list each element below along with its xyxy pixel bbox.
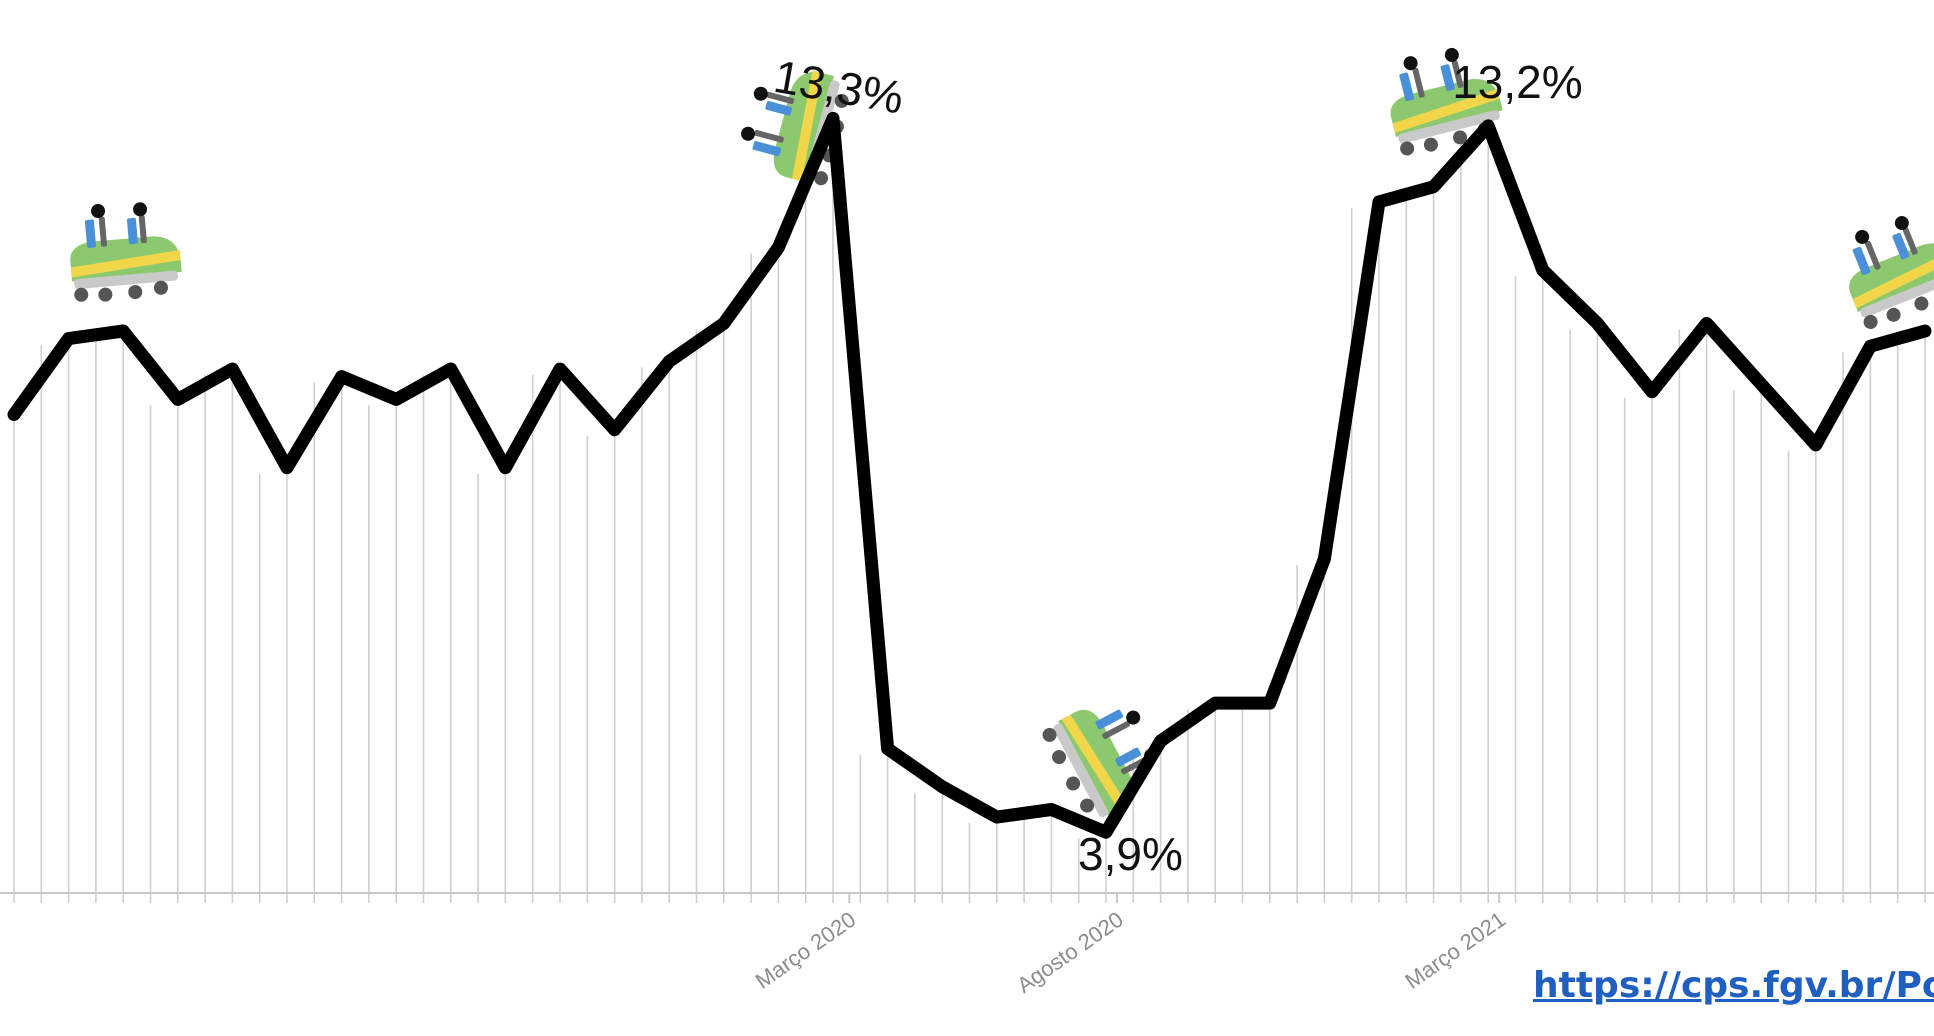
source-link[interactable]: https://cps.fgv.br/Po	[1533, 965, 1934, 1006]
data-label: 13,2%	[1452, 56, 1582, 108]
x-axis-ticks: Março 2020 Agosto 2020 Março 2021	[751, 893, 1510, 998]
grid-lines	[13, 124, 1926, 903]
decorative-carts	[65, 37, 1934, 830]
x-tick-label: Março 2020	[751, 907, 861, 994]
data-label: 3,9%	[1078, 828, 1183, 880]
roller-coaster-cart-icon	[65, 197, 184, 305]
series-line	[7, 111, 1932, 839]
x-tick-label: Agosto 2020	[1012, 907, 1128, 998]
x-tick-label: Março 2021	[1400, 907, 1510, 994]
roller-coaster-cart-icon	[1829, 201, 1934, 334]
